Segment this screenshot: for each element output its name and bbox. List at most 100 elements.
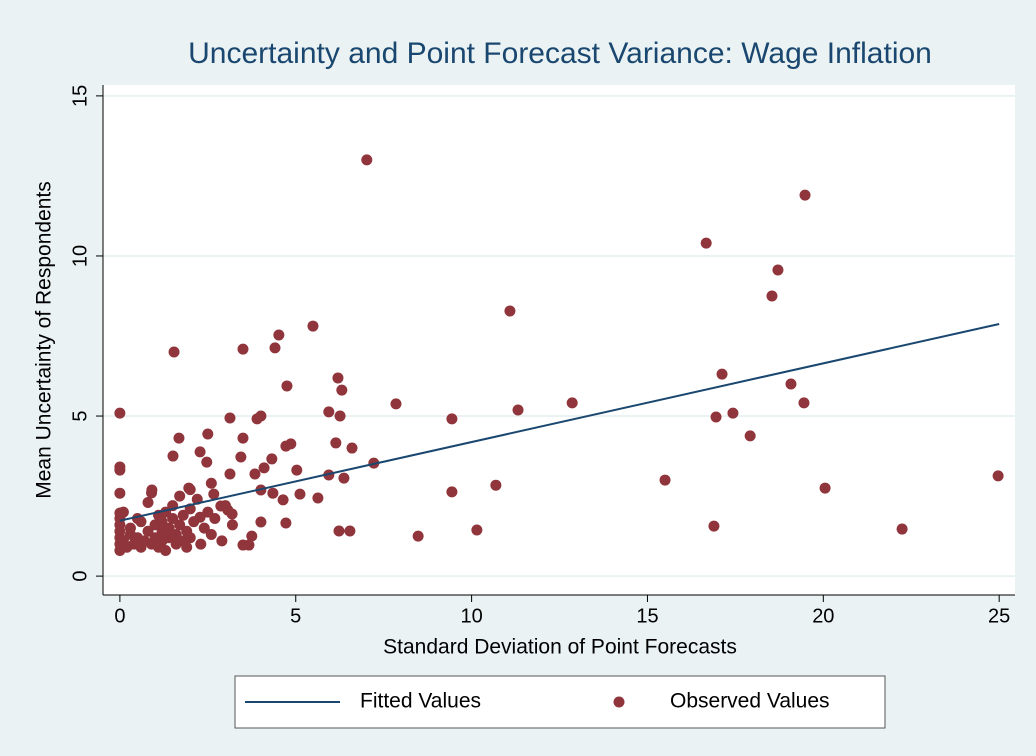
- point: [117, 506, 129, 518]
- y-tick-label: 5: [69, 410, 91, 421]
- point: [251, 413, 263, 425]
- point: [224, 468, 236, 480]
- point: [471, 524, 483, 536]
- point: [346, 442, 358, 454]
- point: [167, 450, 179, 462]
- point: [124, 522, 136, 534]
- point: [177, 509, 189, 521]
- plot-area: [103, 85, 1015, 595]
- point: [173, 432, 185, 444]
- point: [160, 544, 172, 556]
- legend-marker: [613, 696, 625, 708]
- point: [708, 520, 720, 532]
- x-tick-label: 0: [114, 605, 125, 627]
- point: [156, 516, 168, 528]
- y-axis-label: Mean Uncertainty of Respondents: [33, 181, 56, 499]
- fitted-line: [119, 323, 1000, 522]
- point: [512, 404, 524, 416]
- point: [208, 488, 220, 500]
- point: [226, 519, 238, 531]
- point: [198, 522, 210, 534]
- point: [716, 368, 728, 380]
- point: [333, 525, 345, 537]
- point: [280, 517, 292, 529]
- point: [291, 464, 303, 476]
- point: [312, 492, 324, 504]
- point: [237, 539, 249, 551]
- point: [202, 428, 214, 440]
- y-tick-label: 10: [69, 245, 91, 267]
- point: [167, 512, 179, 524]
- point: [235, 451, 247, 463]
- point: [344, 525, 356, 537]
- x-tick-label: 25: [988, 605, 1010, 627]
- x-tick-label: 20: [812, 605, 834, 627]
- point: [361, 154, 373, 166]
- point: [205, 477, 217, 489]
- point: [332, 372, 344, 384]
- point: [237, 343, 249, 355]
- point: [194, 446, 206, 458]
- legend: [234, 675, 886, 729]
- point: [174, 490, 186, 502]
- point: [273, 329, 285, 341]
- point: [201, 456, 213, 468]
- point: [258, 462, 270, 474]
- point: [209, 512, 221, 524]
- y-tick-label: 0: [69, 571, 91, 582]
- point: [798, 397, 810, 409]
- point: [412, 530, 424, 542]
- point: [267, 487, 279, 499]
- point: [294, 488, 306, 500]
- legend-label: Fitted Values: [360, 690, 481, 713]
- point: [255, 516, 267, 528]
- point: [142, 525, 154, 537]
- point: [266, 453, 278, 465]
- point: [184, 484, 196, 496]
- point: [566, 397, 578, 409]
- point: [188, 516, 200, 528]
- point: [659, 474, 671, 486]
- point: [819, 482, 831, 494]
- y-tick-label: 15: [69, 85, 91, 107]
- point: [163, 522, 175, 534]
- point: [114, 464, 126, 476]
- point: [785, 378, 797, 390]
- legend-label: Observed Values: [670, 690, 830, 713]
- point: [336, 384, 348, 396]
- point: [992, 470, 1004, 482]
- point: [490, 479, 502, 491]
- point: [146, 487, 158, 499]
- point: [727, 407, 739, 419]
- point: [277, 494, 289, 506]
- point: [446, 486, 458, 498]
- point: [226, 508, 238, 520]
- point: [323, 406, 335, 418]
- x-tick-label: 10: [460, 605, 482, 627]
- x-tick-label: 15: [636, 605, 658, 627]
- point: [205, 528, 217, 540]
- point: [202, 506, 214, 518]
- point: [114, 407, 126, 419]
- point: [249, 468, 261, 480]
- point: [170, 528, 182, 540]
- point: [237, 432, 249, 444]
- point: [700, 237, 712, 249]
- point: [744, 430, 756, 442]
- point: [219, 500, 231, 512]
- point: [280, 440, 292, 452]
- point: [799, 189, 811, 201]
- point: [281, 380, 293, 392]
- point: [168, 346, 180, 358]
- point: [184, 532, 196, 544]
- point: [334, 410, 346, 422]
- point: [269, 342, 281, 354]
- point: [766, 290, 778, 302]
- point: [181, 541, 193, 553]
- point: [390, 398, 402, 410]
- point: [896, 523, 908, 535]
- point: [446, 413, 458, 425]
- point: [195, 538, 207, 550]
